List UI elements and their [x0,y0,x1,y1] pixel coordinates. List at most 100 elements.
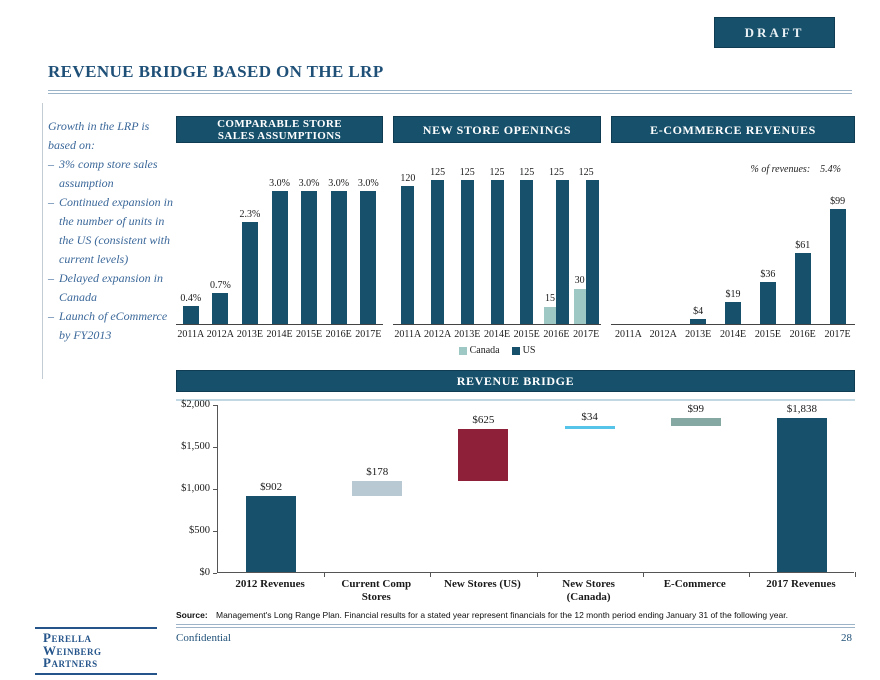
bar-column: 120 [393,165,423,324]
legend-item-us: US [511,345,536,356]
bar-column [646,196,681,324]
bullet-dash: – [48,309,54,323]
value-label: 2.3% [239,209,261,220]
bar-column: 125 [423,165,453,324]
x-axis-label: 2011A [615,329,642,340]
y-tick [213,447,217,448]
value-label: 0.4% [180,293,202,305]
sidebar-commentary: Growth in the LRP is based on: –3% comp … [48,117,176,345]
x-axis-label: 2014E [719,329,747,340]
bridge-bar [670,417,721,426]
canada-value-label: 15 [544,292,555,304]
y-tick [213,405,217,406]
y-axis-label: $1,500 [181,441,210,452]
bar-column: 3.0% [294,175,324,324]
value-label: 125 [578,167,594,178]
logo-line: Perella [43,630,92,645]
new-stores-panel: NEW STORE OPENINGS 120 125 125 125 125 125 15 1… [393,116,601,366]
x-axis-label: 2014E [483,329,511,340]
comp-sales-banner: COMPARABLE STORE SALES ASSUMPTIONS [176,116,383,143]
bar-group [520,180,534,324]
value-label: 120 [400,172,416,184]
bar [829,209,846,324]
x-axis-label: 2015E [513,329,540,340]
bridge-bar [246,496,297,572]
value-label: 125 [489,167,505,178]
legend-label: US [522,345,536,356]
bridge-value-label: $178 [366,466,389,479]
sidebar-bullet: –3% comp store sales assumption [48,155,176,193]
revenue-bridge-panel: REVENUE BRIDGE $2,000 $1,500 $1,000 $500 $0 … [176,370,856,610]
bullet-dash: – [48,271,54,285]
bar-group: 30 [573,180,599,324]
x-axis-label-line: New Stores (US) [444,578,521,590]
x-axis-label-line: New Stores [562,578,615,590]
value-label: 0.7% [209,280,231,291]
x-axis-label: 2016E [789,329,816,340]
us-legend-swatch [511,346,520,355]
x-axis-label: 2013E [685,329,712,340]
banner-title-line: SALES ASSUMPTIONS [217,129,342,142]
bridge-value-label: $1,838 [786,402,818,415]
bar-column: $99 [820,196,855,324]
bar-column: 125 15 [542,165,572,324]
us-bar [401,185,415,324]
x-axis-label: 2017 Revenues [748,578,854,604]
canada-bar: 30 [573,275,586,324]
comp-sales-x-axis: 2011A 2012A 2013E 2014E 2015E 2016E 2017E [176,329,383,340]
ecommerce-banner: E-COMMERCE REVENUES [611,116,855,143]
x-axis-label: 2011A [394,329,422,340]
bullet-dash: – [48,195,54,209]
ecommerce-plot: $4 $19 $36 $61 $99 [611,196,855,325]
banner-title-line: REVENUE BRIDGE [456,374,575,388]
canada-bar: 15 [543,293,556,324]
company-logo: Perella Weinberg Partners [35,627,157,675]
bar-column: 125 [482,165,512,324]
y-axis-label: $0 [199,567,211,578]
us-bar [431,180,445,324]
sidebar-bullet: – Continued expansion in the number of un… [48,193,176,269]
new-stores-banner: NEW STORE OPENINGS [393,116,601,143]
x-tick [855,572,856,577]
value-label: $36 [760,269,776,281]
draft-badge: DRAFT [714,17,835,48]
bar-group [460,180,474,324]
sidebar-bullet: – Launch of eCommerce by FY2013 [48,307,176,345]
x-axis-label: 2013E [236,329,263,340]
sidebar-bullet: – Delayed expansion in Canada [48,269,176,307]
annotation-label: % of revenues: [750,164,811,175]
x-axis-label-line: Current Comp [341,578,412,590]
x-tick [536,572,538,577]
y-axis-label: $1,000 [181,483,210,494]
comp-sales-plot: 0.4% 0.7% 2.3% 3.0% 3.0% 3.0% 3.0% [176,175,383,325]
x-axis-label: 2016E [543,329,570,340]
bar [690,319,707,324]
us-bar [585,180,599,324]
bar [271,191,288,324]
bar-column [611,196,646,324]
bridge-value-label: $902 [260,481,283,494]
bar-group [490,180,504,324]
bar-column: 3.0% [353,175,383,324]
bar-group: 15 [543,180,569,324]
bar-column: 2.3% [235,175,265,324]
title-divider [48,90,852,94]
us-bar [555,180,569,324]
value-label: $61 [795,240,811,252]
value-label: $19 [725,288,741,300]
bar-column: $19 [716,196,751,324]
revenue-bridge-banner: REVENUE BRIDGE [176,370,855,392]
x-axis-label: 2017E [355,329,382,340]
comp-sales-panel: COMPARABLE STORE SALES ASSUMPTIONS 0.4% 0… [176,116,383,348]
bar [182,306,199,324]
x-axis-label-line: (Canada) [566,591,611,603]
bar-group [431,180,445,324]
ecommerce-panel: E-COMMERCE REVENUES % of revenues: 5.4% $… [611,116,855,348]
source-label: Source: [176,610,208,620]
footer-divider [176,624,855,628]
bar [301,191,318,324]
new-stores-plot: 120 125 125 125 125 125 15 125 30 [393,165,601,325]
value-label: 3.0% [269,178,290,189]
y-tick [213,489,217,490]
